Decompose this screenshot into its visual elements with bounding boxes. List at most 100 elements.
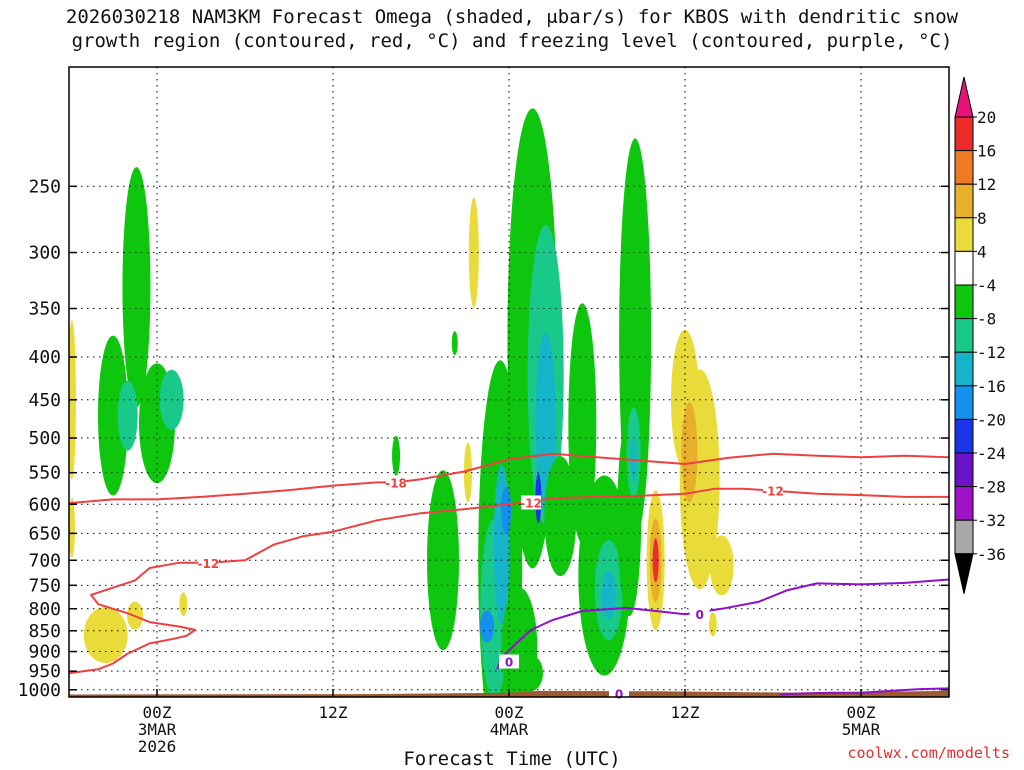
omega-area bbox=[392, 435, 401, 476]
omega-area bbox=[117, 380, 138, 451]
x-tick-label: 12Z bbox=[319, 703, 348, 722]
colorbar-label: 8 bbox=[977, 209, 987, 228]
colorbar-label: -32 bbox=[977, 511, 1006, 530]
omega-area bbox=[122, 167, 151, 408]
contour-line bbox=[69, 452, 949, 505]
colorbar-label: -24 bbox=[977, 444, 1006, 463]
x-tick-label: 12Z bbox=[671, 703, 700, 722]
colorbar-label: -16 bbox=[977, 377, 1006, 396]
x-tick-label: 00Z bbox=[143, 703, 172, 722]
y-tick-label: 450 bbox=[28, 390, 61, 411]
colorbar-top-arrow bbox=[954, 76, 974, 118]
colorbar: 20 16 12 8 4 -4 -8 -12 -16 -20 -24 -28 -32 -36 bbox=[954, 76, 1006, 594]
temperature-contours bbox=[69, 452, 949, 696]
omega-area bbox=[463, 442, 472, 503]
omega-area bbox=[451, 331, 458, 356]
contour-label-bg bbox=[763, 483, 783, 498]
omega-area bbox=[519, 655, 543, 692]
contour-label: 0 bbox=[615, 687, 623, 701]
contour-label: -12 bbox=[520, 496, 542, 510]
x-tick-date: 5MAR bbox=[842, 720, 881, 739]
omega-area bbox=[601, 570, 616, 619]
omega-area bbox=[83, 607, 128, 664]
omega-area bbox=[98, 335, 128, 496]
contour-line bbox=[496, 578, 949, 670]
x-tick-label: 00Z bbox=[847, 703, 876, 722]
contour-line bbox=[69, 487, 949, 675]
y-tick-label: 1000 bbox=[18, 680, 61, 701]
y-tick-label: 900 bbox=[28, 642, 61, 663]
contour-label: -12 bbox=[762, 485, 784, 499]
colorbar-label: -20 bbox=[977, 410, 1006, 429]
colorbar-bin bbox=[954, 217, 974, 252]
y-axis: 2503003504004505005506006507007508008509… bbox=[18, 176, 949, 701]
colorbar-bin bbox=[954, 250, 974, 286]
y-tick-label: 750 bbox=[28, 575, 61, 596]
contour-label: 0 bbox=[505, 655, 513, 669]
colorbar-label: -4 bbox=[977, 276, 996, 295]
omega-area bbox=[709, 535, 734, 596]
chart-title-line2: growth region (contoured, red, °C) and f… bbox=[71, 30, 953, 52]
omega-area bbox=[568, 303, 597, 544]
contour-label-bg bbox=[499, 654, 519, 669]
colorbar-label: -12 bbox=[977, 343, 1006, 362]
colorbar-bin bbox=[954, 284, 974, 320]
x-tick-year: 2026 bbox=[138, 737, 177, 756]
colorbar-bottom-arrow bbox=[954, 553, 974, 594]
y-tick-label: 300 bbox=[28, 243, 61, 264]
contour-label-bg bbox=[198, 555, 219, 570]
colorbar-bin bbox=[954, 452, 974, 488]
x-axis-title: Forecast Time (UTC) bbox=[403, 748, 621, 770]
colorbar-bin bbox=[954, 486, 974, 521]
y-tick-label: 850 bbox=[28, 621, 61, 642]
colorbar-label: 12 bbox=[977, 175, 996, 194]
colorbar-bin bbox=[954, 318, 974, 353]
y-tick-label: 700 bbox=[28, 550, 61, 571]
gridlines bbox=[69, 67, 949, 697]
y-tick-label: 800 bbox=[28, 599, 61, 620]
colorbar-label: -36 bbox=[977, 545, 1006, 564]
credit-text: coolwx.com/modelts bbox=[847, 744, 1010, 762]
colorbar-label: -8 bbox=[977, 310, 996, 329]
y-tick-label: 650 bbox=[28, 523, 61, 544]
omega-area bbox=[179, 592, 188, 617]
y-tick-label: 600 bbox=[28, 494, 61, 515]
y-tick-label: 250 bbox=[28, 176, 61, 197]
omega-area bbox=[535, 333, 556, 514]
contour-label: -18 bbox=[385, 476, 407, 490]
y-tick-label: 950 bbox=[28, 661, 61, 682]
y-tick-label: 550 bbox=[28, 463, 61, 484]
colorbar-label: 20 bbox=[977, 108, 996, 127]
colorbar-label: 16 bbox=[977, 142, 996, 161]
colorbar-bin bbox=[954, 519, 974, 555]
omega-area bbox=[708, 612, 717, 637]
contour-label: 0 bbox=[695, 608, 703, 622]
omega-area bbox=[468, 197, 479, 308]
omega-area bbox=[681, 402, 698, 503]
x-tick-date: 4MAR bbox=[490, 720, 529, 739]
y-tick-label: 500 bbox=[28, 428, 61, 449]
contour-label: -12 bbox=[197, 557, 219, 571]
colorbar-bin bbox=[954, 351, 974, 387]
y-tick-label: 400 bbox=[28, 347, 61, 368]
x-tick-date: 3MAR bbox=[138, 720, 177, 739]
omega-area bbox=[69, 497, 75, 558]
x-tick-label: 00Z bbox=[495, 703, 524, 722]
colorbar-label: -28 bbox=[977, 478, 1006, 497]
colorbar-bin bbox=[954, 418, 974, 454]
colorbar-bin bbox=[954, 183, 974, 219]
contour-label-bg bbox=[689, 607, 710, 622]
omega-area bbox=[652, 538, 659, 583]
y-tick-label: 350 bbox=[28, 299, 61, 320]
colorbar-bin bbox=[954, 116, 974, 152]
omega-area bbox=[480, 610, 494, 643]
colorbar-label: 4 bbox=[977, 242, 987, 261]
omega-area bbox=[501, 486, 512, 535]
chart-title-line1: 2026030218 NAM3KM Forecast Omega (shaded… bbox=[65, 6, 959, 28]
contour-label-bg bbox=[386, 475, 407, 490]
colorbar-bin bbox=[954, 150, 974, 185]
omega-area bbox=[427, 470, 459, 651]
contour-label-bg bbox=[521, 495, 541, 510]
